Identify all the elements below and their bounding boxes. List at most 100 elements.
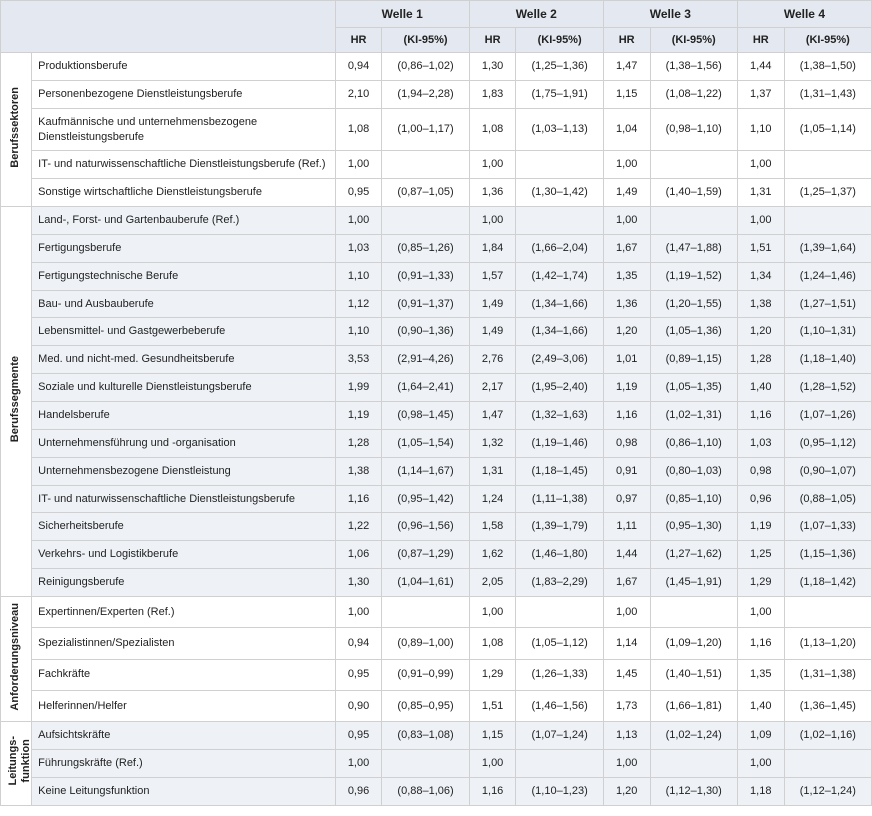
ki-value: (1,26–1,33) [516,659,603,690]
hr-value: 1,36 [469,179,516,207]
ki-value: (0,95–1,42) [382,485,469,513]
ki-value: (0,85–1,26) [382,234,469,262]
row-label: Helferinnen/Helfer [32,690,335,721]
table-row: Med. und nicht-med. Gesundheitsberufe3,5… [1,346,872,374]
table-head: Welle 1 Welle 2 Welle 3 Welle 4 HR (KI-9… [1,1,872,53]
ki-value: (1,75–1,91) [516,80,603,108]
row-label: Lebensmittel- und Gastgewerbeberufe [32,318,335,346]
hr-value: 1,32 [469,429,516,457]
ki-value: (1,27–1,51) [784,290,871,318]
hr-value: 1,19 [603,374,650,402]
hr-value: 1,00 [603,207,650,235]
ki-value: (1,18–1,45) [516,457,603,485]
hr-value: 0,94 [335,53,382,81]
hr-value: 1,57 [469,262,516,290]
hr-value: 1,00 [469,151,516,179]
ki-value: (1,46–1,80) [516,541,603,569]
hr-value: 1,08 [469,108,516,151]
table-row: Reinigungsberufe1,30(1,04–1,61)2,05(1,83… [1,569,872,597]
ki-value: (1,38–1,50) [784,53,871,81]
hr-value: 0,94 [335,628,382,659]
hr-value: 1,16 [737,401,784,429]
ki-value: (0,95–1,30) [650,513,737,541]
hr-value: 1,22 [335,513,382,541]
ki-value: (1,18–1,40) [784,346,871,374]
hr-value: 1,38 [335,457,382,485]
table-row: Lebensmittel- und Gastgewerbeberufe1,10 (… [1,318,872,346]
hr-value: 1,62 [469,541,516,569]
hr-value: 1,16 [335,485,382,513]
col-hr: HR [469,28,516,53]
hr-value: 2,76 [469,346,516,374]
hr-value: 1,13 [603,722,650,750]
category-label: Berufssektoren [1,53,32,207]
ki-value: (1,27–1,62) [650,541,737,569]
ki-value: (1,47–1,88) [650,234,737,262]
ki-value: (1,14–1,67) [382,457,469,485]
ki-value: (1,18–1,42) [784,569,871,597]
ki-value: (0,85–0,95) [382,690,469,721]
hr-value: 1,35 [737,659,784,690]
ki-value [784,151,871,179]
ki-value: (1,64–2,41) [382,374,469,402]
hr-value: 1,28 [335,429,382,457]
hr-value: 1,00 [737,207,784,235]
ki-value: (1,08–1,22) [650,80,737,108]
hr-value: 1,10 [335,318,382,346]
hr-value: 2,05 [469,569,516,597]
ki-value [650,750,737,778]
ki-value: (1,05–1,35) [650,374,737,402]
hr-value: 1,31 [737,179,784,207]
hr-value: 1,58 [469,513,516,541]
ki-value: (1,30–1,42) [516,179,603,207]
table-row: BerufssektorenProduktionsberufe0,94(0,86… [1,53,872,81]
hr-value: 0,97 [603,485,650,513]
hr-value: 1,12 [335,290,382,318]
hr-value: 1,00 [737,596,784,627]
ki-value: (1,25–1,37) [784,179,871,207]
table-row: Sicherheitsberufe1,22(0,96–1,56)1,58(1,3… [1,513,872,541]
hr-value: 1,44 [603,541,650,569]
hr-value: 1,20 [737,318,784,346]
hr-value: 1,18 [737,777,784,805]
ki-value [382,596,469,627]
ki-value: (1,28–1,52) [784,374,871,402]
ki-value [650,596,737,627]
hr-value: 1,09 [737,722,784,750]
hr-value: 1,51 [469,690,516,721]
ki-value: (1,02–1,31) [650,401,737,429]
row-label: Keine Leitungsfunktion [32,777,335,805]
table-row: IT- und naturwissenschaftliche Dienstlei… [1,485,872,513]
row-label: Personenbezogene Dienstleistungsberufe [32,80,335,108]
hr-value: 1,30 [469,53,516,81]
table-row: Soziale und kulturelle Dienstleistungsbe… [1,374,872,402]
hr-value: 2,17 [469,374,516,402]
table-row: Unternehmensführung und -organisation1,2… [1,429,872,457]
hr-value: 1,15 [469,722,516,750]
ki-value: (1,10–1,31) [784,318,871,346]
header-row-waves: Welle 1 Welle 2 Welle 3 Welle 4 [1,1,872,28]
hr-value: 1,44 [737,53,784,81]
ki-value: (1,00–1,17) [382,108,469,151]
ki-value [516,750,603,778]
hr-value: 1,04 [603,108,650,151]
hr-value: 1,40 [737,374,784,402]
ki-value: (1,38–1,56) [650,53,737,81]
row-label: Unternehmensführung und -organisation [32,429,335,457]
ki-value: (0,95–1,12) [784,429,871,457]
hr-value: 1,45 [603,659,650,690]
category-label: Anforderungsniveau [1,596,32,721]
ki-value: (0,91–0,99) [382,659,469,690]
col-ki: (KI-95%) [382,28,469,53]
ki-value [382,151,469,179]
hr-value: 1,00 [737,750,784,778]
ki-value: (2,91–4,26) [382,346,469,374]
ki-value [516,151,603,179]
hr-value: 0,98 [603,429,650,457]
table-row: Fertigungsberufe1,03(0,85–1,26)1,84(1,66… [1,234,872,262]
ki-value: (1,45–1,91) [650,569,737,597]
hr-value: 3,53 [335,346,382,374]
table-row: Personenbezogene Dienstleistungsberufe2,… [1,80,872,108]
ki-value: (1,09–1,20) [650,628,737,659]
ki-value [382,750,469,778]
